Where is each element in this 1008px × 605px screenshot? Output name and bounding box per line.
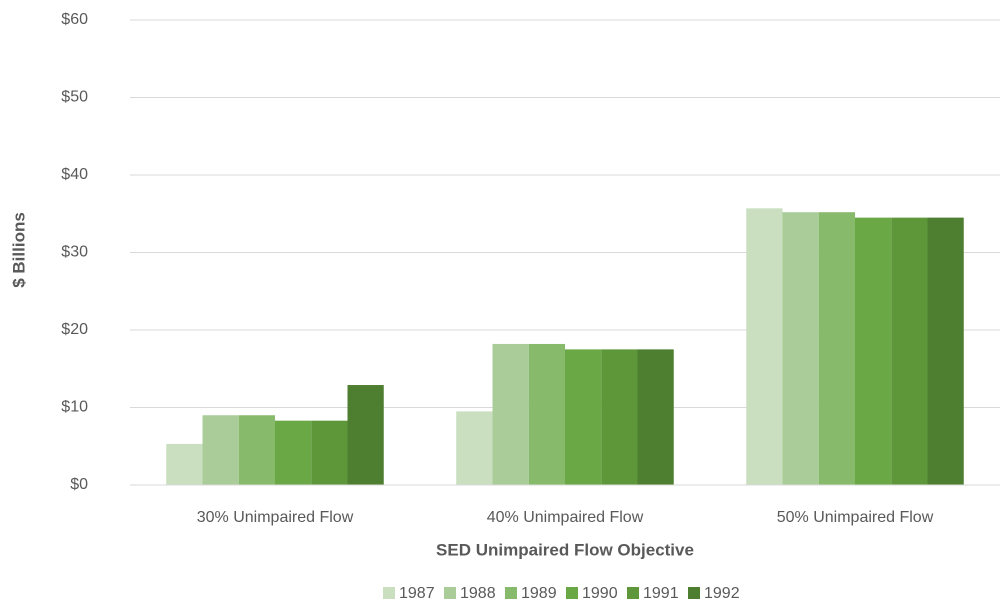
- y-tick-label: $0: [70, 476, 88, 493]
- y-tick-label: $30: [61, 244, 88, 261]
- legend-swatch: [505, 587, 517, 599]
- legend-swatch: [566, 587, 578, 599]
- x-axis-title: SED Unimpaired Flow Objective: [436, 540, 694, 559]
- x-tick-label: 40% Unimpaired Flow: [487, 509, 644, 526]
- bar: [528, 343, 565, 485]
- y-axis-title: $ Billions: [9, 212, 28, 288]
- legend-label: 1988: [460, 585, 496, 602]
- bar: [782, 212, 819, 485]
- y-tick-label: $40: [61, 166, 88, 183]
- bar: [492, 343, 529, 485]
- y-tick-label: $50: [61, 89, 88, 106]
- bar: [456, 411, 493, 485]
- bar: [275, 420, 312, 485]
- legend-swatch: [383, 587, 395, 599]
- bar: [637, 349, 674, 485]
- legend-label: 1992: [704, 585, 740, 602]
- bar: [746, 208, 783, 485]
- legend-label: 1989: [521, 585, 557, 602]
- bar: [238, 415, 275, 485]
- legend-swatch: [627, 587, 639, 599]
- x-tick-label: 50% Unimpaired Flow: [777, 509, 934, 526]
- legend-label: 1990: [582, 585, 618, 602]
- y-tick-label: $60: [61, 11, 88, 28]
- legend-label: 1987: [399, 585, 435, 602]
- legend-swatch: [688, 587, 700, 599]
- bar: [927, 217, 964, 485]
- bar: [565, 349, 602, 485]
- bar: [347, 385, 384, 485]
- bar: [311, 420, 348, 485]
- legend-label: 1991: [643, 585, 679, 602]
- bar: [855, 217, 892, 485]
- bar: [601, 349, 638, 485]
- bar: [166, 443, 203, 485]
- bar: [891, 217, 928, 485]
- legend-swatch: [444, 587, 456, 599]
- bar: [202, 415, 239, 485]
- y-tick-label: $10: [61, 399, 88, 416]
- y-tick-label: $20: [61, 321, 88, 338]
- x-tick-label: 30% Unimpaired Flow: [197, 509, 354, 526]
- bar: [818, 212, 855, 485]
